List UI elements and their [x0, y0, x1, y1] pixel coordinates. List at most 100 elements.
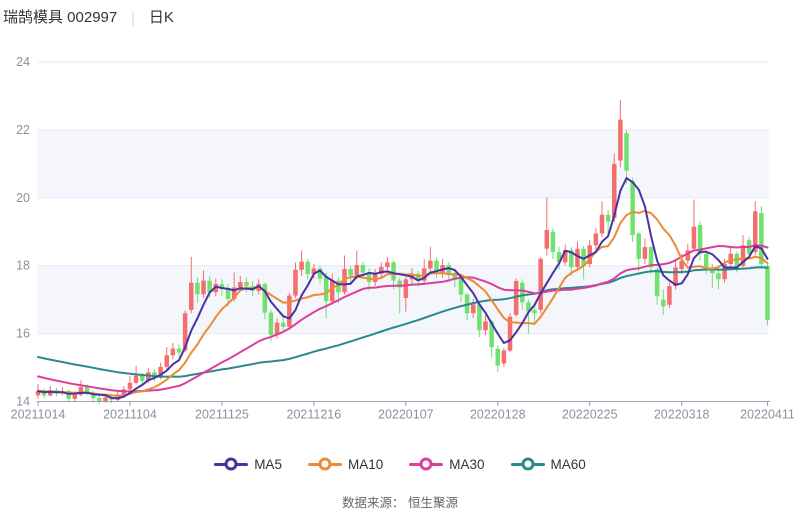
y-tick-label: 20: [16, 191, 30, 205]
candle-body: [489, 321, 494, 348]
legend-label: MA5: [254, 456, 282, 472]
candle-body: [716, 273, 721, 280]
candle-body: [330, 280, 335, 302]
candle-body: [452, 273, 458, 280]
stock-title: 瑞鹄模具 002997: [3, 9, 118, 26]
candle-body: [605, 214, 611, 222]
candle-body: [366, 272, 372, 282]
candle-body: [538, 258, 543, 310]
candle-body: [673, 267, 678, 287]
candle-body: [103, 397, 108, 402]
candle-body: [262, 284, 268, 313]
candle-body: [624, 133, 629, 171]
candle-body: [72, 394, 78, 399]
ma-lines-layer: [37, 177, 769, 400]
candle-body: [231, 287, 237, 299]
candle-body: [189, 282, 194, 310]
x-tick-label: 20220411: [740, 408, 795, 422]
candle-body: [213, 284, 219, 293]
candle-body: [41, 391, 47, 396]
candle-body: [654, 269, 660, 297]
candle-body: [470, 304, 476, 314]
candle-body: [305, 261, 310, 274]
candle-body: [759, 213, 764, 265]
candle-body: [630, 180, 635, 236]
candle-body: [618, 119, 623, 161]
candle-body: [575, 248, 580, 268]
candle-body: [434, 260, 439, 273]
candle-body: [280, 322, 286, 327]
data-source: 数据来源： 恒生聚源: [342, 496, 458, 510]
x-tick-label: 20211104: [103, 408, 157, 422]
candle-body: [201, 280, 206, 295]
candle-body: [182, 313, 188, 351]
legend-item-ma30[interactable]: MA30: [409, 457, 485, 472]
candle-body: [685, 250, 691, 261]
candle-body: [403, 279, 409, 298]
candle-body: [752, 211, 758, 253]
candle-body: [532, 309, 537, 314]
candles-layer: [35, 100, 770, 405]
legend-label: MA60: [550, 456, 586, 472]
candle-body: [513, 280, 519, 315]
period-label: 日K: [148, 9, 174, 26]
candle-body: [139, 375, 145, 382]
candle-body: [765, 265, 770, 321]
candle-body: [483, 321, 488, 331]
candle-body: [397, 280, 402, 288]
candle-body: [636, 233, 642, 259]
candle-body: [360, 265, 366, 273]
candle-body: [195, 282, 200, 295]
candle-body: [562, 250, 568, 263]
candle-body: [225, 288, 231, 299]
candle-body: [520, 282, 525, 303]
candle-body: [158, 366, 163, 378]
candle-body: [348, 269, 353, 276]
y-tick-label: 14: [16, 395, 30, 409]
legend-marker-icon: [307, 457, 342, 471]
candle-body: [323, 275, 329, 302]
price-band: [37, 265, 769, 334]
ma30-line: [37, 244, 769, 393]
title-separator: |: [131, 7, 135, 26]
y-tick-label: 24: [16, 55, 30, 69]
candle-body: [84, 386, 90, 393]
candle-body: [317, 268, 323, 279]
legend-item-ma5[interactable]: MA5: [214, 457, 282, 472]
ma5-line: [37, 177, 769, 400]
candle-body: [550, 231, 556, 253]
legend-item-ma60[interactable]: MA60: [510, 456, 586, 472]
candle-body: [593, 233, 599, 246]
y-tick-label: 22: [16, 123, 30, 137]
candle-body: [501, 350, 507, 364]
legend: MA5 MA10 MA30 MA60: [0, 451, 800, 477]
candle-body: [526, 302, 531, 312]
candle-body: [544, 230, 550, 249]
candle-body: [569, 250, 574, 268]
price-band: [37, 129, 769, 198]
x-tick-label: 20211014: [11, 408, 66, 422]
candle-body: [164, 355, 169, 367]
y-tick-label: 16: [16, 327, 30, 341]
candle-body: [299, 261, 304, 270]
candle-body: [311, 268, 317, 274]
candle-body: [127, 382, 133, 390]
legend-item-ma10[interactable]: MA10: [307, 457, 383, 472]
x-tick-label: 20211216: [287, 408, 342, 422]
candle-body: [170, 348, 176, 356]
candle-body: [507, 316, 513, 351]
candle-body: [691, 226, 697, 249]
candle-body: [121, 389, 127, 396]
candle-body: [342, 269, 347, 293]
candle-body: [697, 224, 703, 254]
candle-body: [495, 348, 501, 366]
chart-header: 瑞鹄模具 002997 | 日K: [3, 6, 174, 27]
y-tick-label: 18: [16, 259, 30, 273]
candle-body: [667, 286, 672, 305]
candle-body: [379, 267, 384, 274]
candle-body: [391, 262, 396, 281]
candle-body: [648, 247, 654, 268]
candle-body: [78, 386, 84, 395]
